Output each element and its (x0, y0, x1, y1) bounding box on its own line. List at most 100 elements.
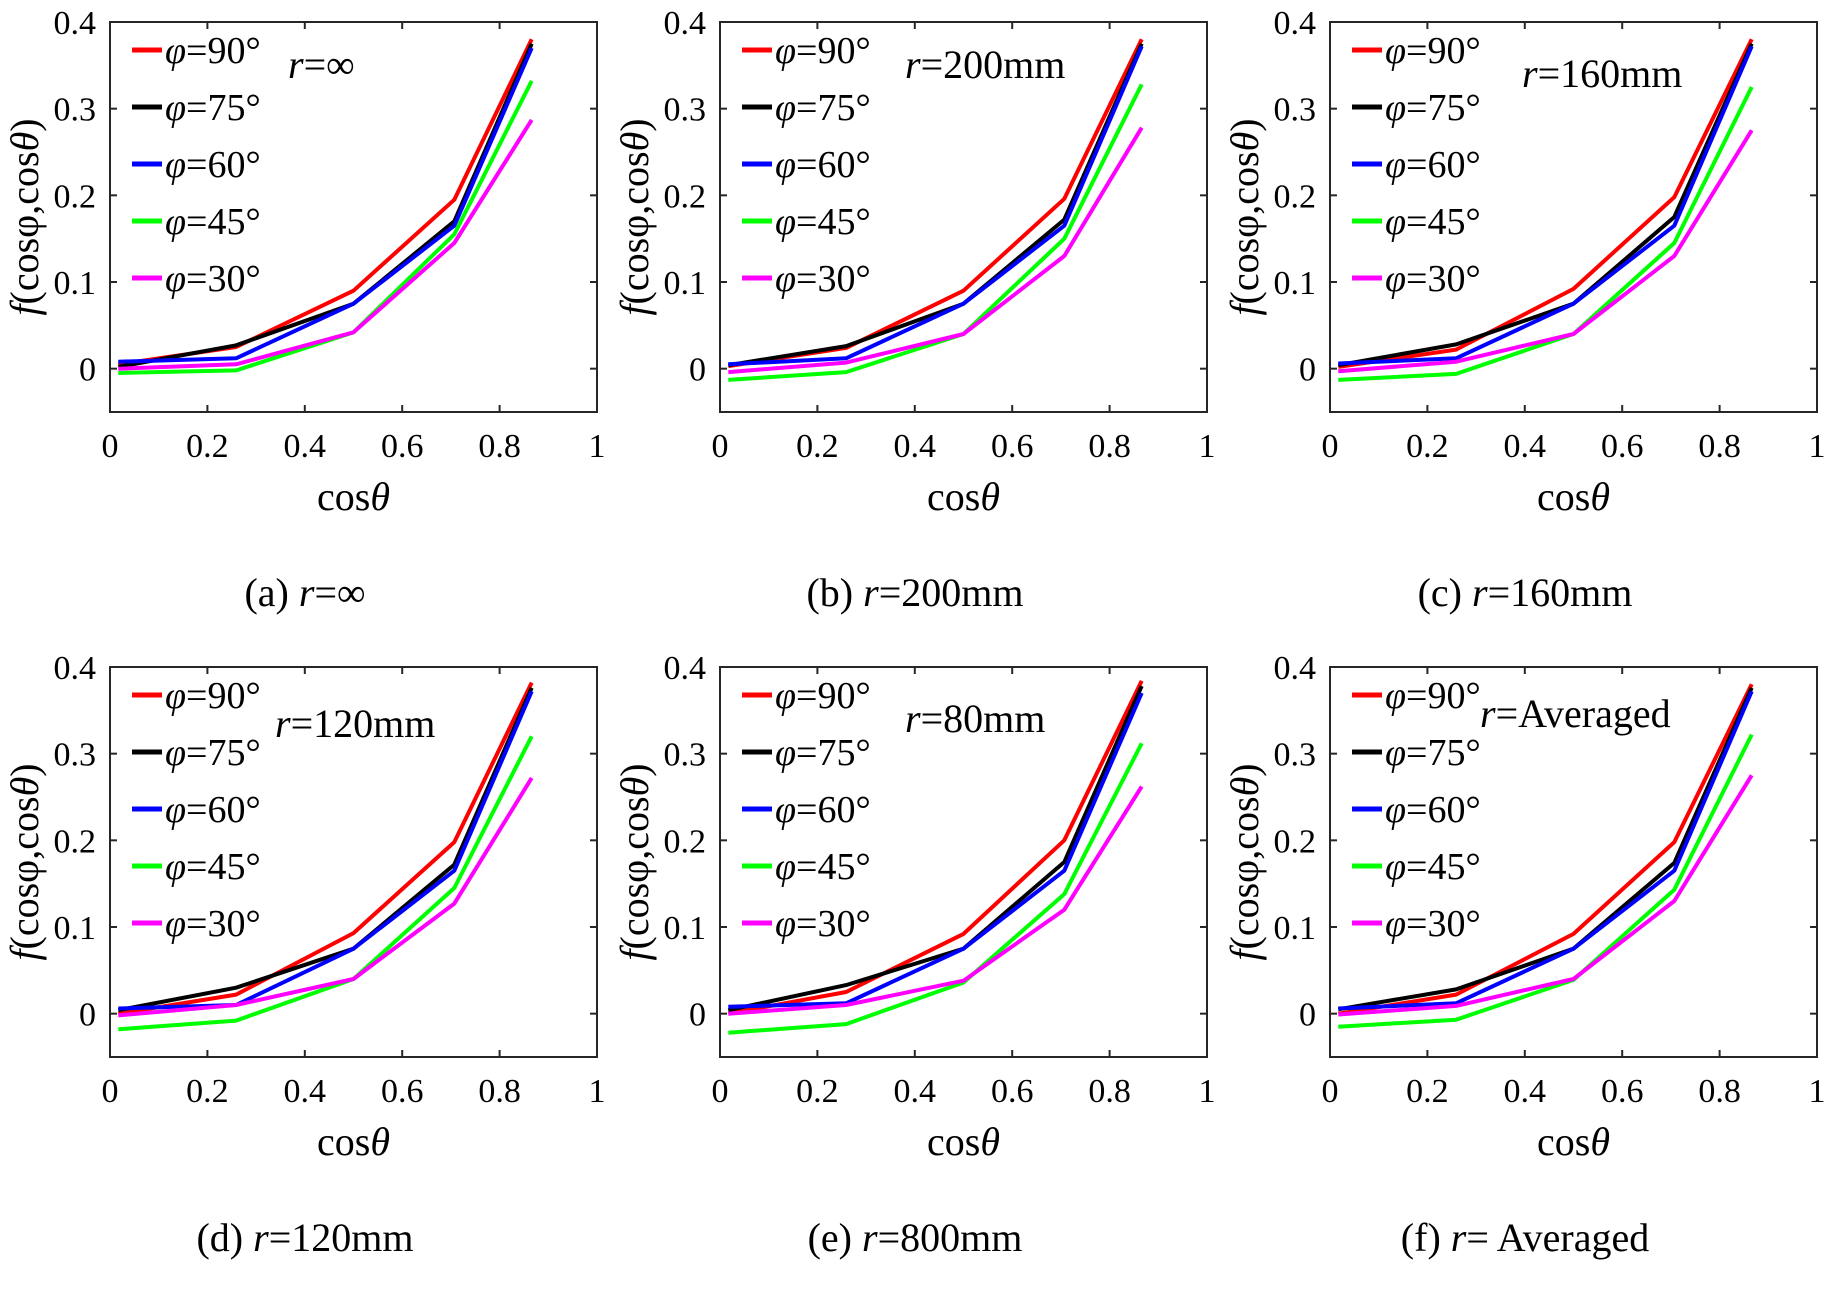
x-tick-label: 1 (1809, 1073, 1826, 1110)
y-tick-label: 0.4 (664, 650, 707, 687)
legend-label: φ=45° (775, 846, 871, 888)
series-line (118, 47, 534, 364)
caption-prefix: (f) (1400, 1215, 1451, 1260)
caption-prefix: (b) (806, 570, 864, 615)
x-axis-label: cosθ (927, 474, 1000, 519)
x-tick-label: 0.4 (284, 1073, 327, 1110)
panel-f: 0 0.2 0.4 0.6 0.8 1 0 0.1 0.2 0.3 0.4 cosθ f(cosφ,co… (1220, 645, 1830, 1290)
y-tick-label: 0.3 (54, 737, 97, 774)
y-tick-label: 0.1 (1274, 265, 1317, 302)
caption-value: =160mm (1487, 570, 1633, 615)
series-line (118, 118, 534, 371)
x-tick-label: 0 (1322, 428, 1339, 465)
legend-label: φ=30° (1385, 903, 1481, 945)
y-tick-label: 0.4 (1274, 650, 1317, 687)
x-tick-label: 0 (102, 428, 119, 465)
legend-label: φ=90° (1385, 675, 1481, 717)
y-tick-label: 0.4 (1274, 5, 1317, 42)
x-axis-label: cosθ (1537, 1119, 1610, 1164)
x-axis-label: cosθ (927, 1119, 1000, 1164)
x-tick-label: 0.8 (478, 428, 521, 465)
x-tick-label: 0.2 (186, 1073, 229, 1110)
y-tick-label: 0.3 (664, 737, 707, 774)
panel-b: 0 0.2 0.4 0.6 0.8 1 0 0.1 0.2 0.3 0.4 cosθ f(cosφ,co… (610, 0, 1220, 645)
panel-annotation: r=80mm (905, 696, 1045, 741)
legend-label: φ=30° (165, 258, 261, 300)
x-tick-label: 0.4 (284, 428, 327, 465)
caption-value: =800mm (877, 1215, 1023, 1260)
x-axis-label: cosθ (317, 474, 390, 519)
caption-a: (a) r=∞ (0, 569, 610, 616)
y-tick-label: 0.2 (54, 823, 97, 860)
panel-annotation: r=120mm (275, 701, 435, 746)
chart-e: 0 0.2 0.4 0.6 0.8 1 0 0.1 0.2 0.3 0.4 cosθ f(cosφ,co… (612, 650, 1216, 1164)
panel-a: 0 0.2 0.4 0.6 0.8 1 0 0.1 0.2 0.3 0.4 cosθ f(cosφ,co… (0, 0, 610, 645)
caption-value: = Averaged (1466, 1215, 1650, 1260)
y-axis-label: f(cosφ,cosθ) (1222, 118, 1267, 315)
y-tick-label: 0.4 (54, 5, 97, 42)
legend-label: φ=90° (775, 30, 871, 72)
y-tick-label: 0.4 (54, 650, 97, 687)
x-tick-label: 1 (1199, 428, 1216, 465)
chart-c: 0 0.2 0.4 0.6 0.8 1 0 0.1 0.2 0.3 0.4 cosθ f(cosφ,co… (1222, 5, 1826, 519)
x-tick-label: 0.2 (796, 428, 839, 465)
y-tick-label: 0 (79, 997, 96, 1034)
y-tick-label: 0.4 (664, 5, 707, 42)
y-tick-label: 0.2 (664, 178, 707, 215)
x-tick-label: 0.8 (1088, 1073, 1131, 1110)
panel-annotation: r=Averaged (1480, 691, 1671, 736)
y-axis-label: f(cosφ,cosθ) (2, 118, 47, 315)
y-tick-label: 0.3 (1274, 737, 1317, 774)
legend-label: φ=45° (1385, 201, 1481, 243)
series-line (1337, 683, 1754, 1016)
x-tick-label: 0.8 (1698, 428, 1741, 465)
legend-label: φ=75° (165, 732, 261, 774)
series-line (118, 690, 534, 1011)
series-line (728, 45, 1144, 367)
x-tick-label: 1 (1809, 428, 1826, 465)
caption-r: r (863, 570, 879, 615)
caption-r: r (298, 570, 315, 615)
y-tick-label: 0 (1299, 352, 1316, 389)
caption-value: =200mm (878, 570, 1024, 615)
x-tick-label: 0.4 (1504, 428, 1547, 465)
caption-value: =120mm (268, 1215, 414, 1260)
legend-label: φ=30° (165, 903, 261, 945)
legend-label: φ=75° (775, 87, 871, 129)
panel-annotation: r=160mm (1522, 51, 1682, 96)
chart-b: 0 0.2 0.4 0.6 0.8 1 0 0.1 0.2 0.3 0.4 cosθ f(cosφ,co… (612, 5, 1216, 519)
panel-d: 0 0.2 0.4 0.6 0.8 1 0 0.1 0.2 0.3 0.4 cosθ f(cosφ,co… (0, 645, 610, 1290)
x-tick-label: 1 (589, 1073, 606, 1110)
y-tick-label: 0 (1299, 997, 1316, 1034)
chart-d: 0 0.2 0.4 0.6 0.8 1 0 0.1 0.2 0.3 0.4 cosθ f(cosφ,co… (2, 650, 606, 1164)
caption-value: =∞ (314, 570, 366, 615)
y-tick-label: 0.1 (1274, 910, 1317, 947)
y-tick-label: 0 (689, 352, 706, 389)
legend-label: φ=45° (775, 201, 871, 243)
x-tick-label: 0.2 (796, 1073, 839, 1110)
caption-e: (e) r=800mm (610, 1214, 1220, 1261)
caption-prefix: (a) (244, 570, 299, 615)
legend-label: φ=75° (775, 732, 871, 774)
series-line (118, 776, 534, 1018)
panel-annotation: r=200mm (905, 42, 1065, 87)
chart-f: 0 0.2 0.4 0.6 0.8 1 0 0.1 0.2 0.3 0.4 cosθ f(cosφ,co… (1222, 650, 1826, 1164)
y-tick-label: 0.1 (664, 910, 707, 947)
legend-label: φ=30° (1385, 258, 1481, 300)
legend-label: φ=90° (165, 675, 261, 717)
legend-label: φ=30° (775, 903, 871, 945)
legend-label: φ=45° (165, 201, 261, 243)
x-tick-label: 0 (712, 428, 729, 465)
series-line (728, 692, 1144, 1009)
legend-label: φ=75° (1385, 87, 1481, 129)
y-tick-label: 0.2 (664, 823, 707, 860)
y-tick-label: 0.2 (1274, 823, 1317, 860)
x-tick-label: 0.4 (894, 428, 937, 465)
x-tick-label: 0.4 (1504, 1073, 1547, 1110)
caption-d: (d) r=120mm (0, 1214, 610, 1261)
x-tick-label: 0.8 (1698, 1073, 1741, 1110)
caption-r: r (1472, 570, 1488, 615)
y-tick-label: 0.1 (54, 910, 97, 947)
caption-prefix: (d) (196, 1215, 254, 1260)
